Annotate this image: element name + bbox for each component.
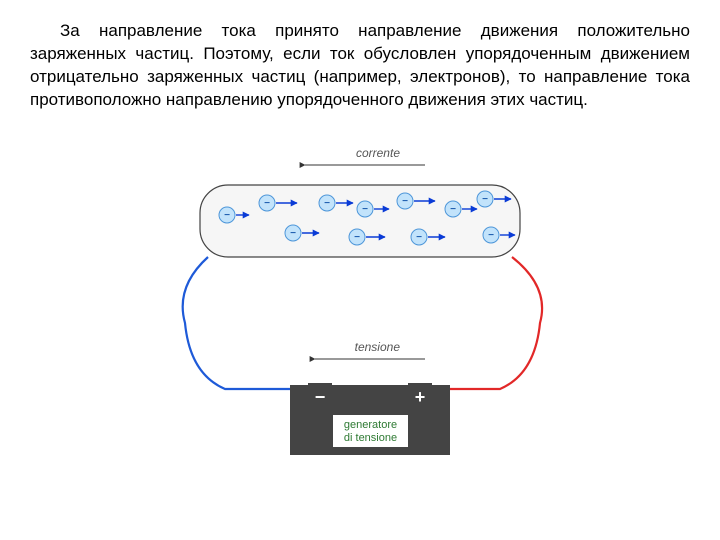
svg-text:corrente: corrente <box>356 146 400 160</box>
diagram-container: corrente − − − − − − − − − − − tensione − + generatored… <box>30 137 690 477</box>
svg-text:di tensione: di tensione <box>344 432 397 444</box>
svg-text:−: − <box>324 198 330 209</box>
svg-text:−: − <box>402 196 408 207</box>
svg-text:−: − <box>264 198 270 209</box>
svg-text:−: − <box>416 232 422 243</box>
circuit-diagram: corrente − − − − − − − − − − − tensione − + generatored… <box>145 137 575 477</box>
paragraph-text: За направление тока принято направление … <box>30 21 690 109</box>
svg-text:−: − <box>488 230 494 241</box>
svg-text:−: − <box>450 204 456 215</box>
svg-text:−: − <box>315 387 326 407</box>
intro-paragraph: За направление тока принято направление … <box>30 20 690 112</box>
svg-text:+: + <box>415 387 426 407</box>
svg-text:−: − <box>290 228 296 239</box>
svg-text:−: − <box>224 210 230 221</box>
svg-text:generatore: generatore <box>344 419 397 431</box>
svg-text:−: − <box>354 232 360 243</box>
svg-text:−: − <box>362 204 368 215</box>
svg-text:tensione: tensione <box>355 340 401 354</box>
svg-text:−: − <box>482 194 488 205</box>
